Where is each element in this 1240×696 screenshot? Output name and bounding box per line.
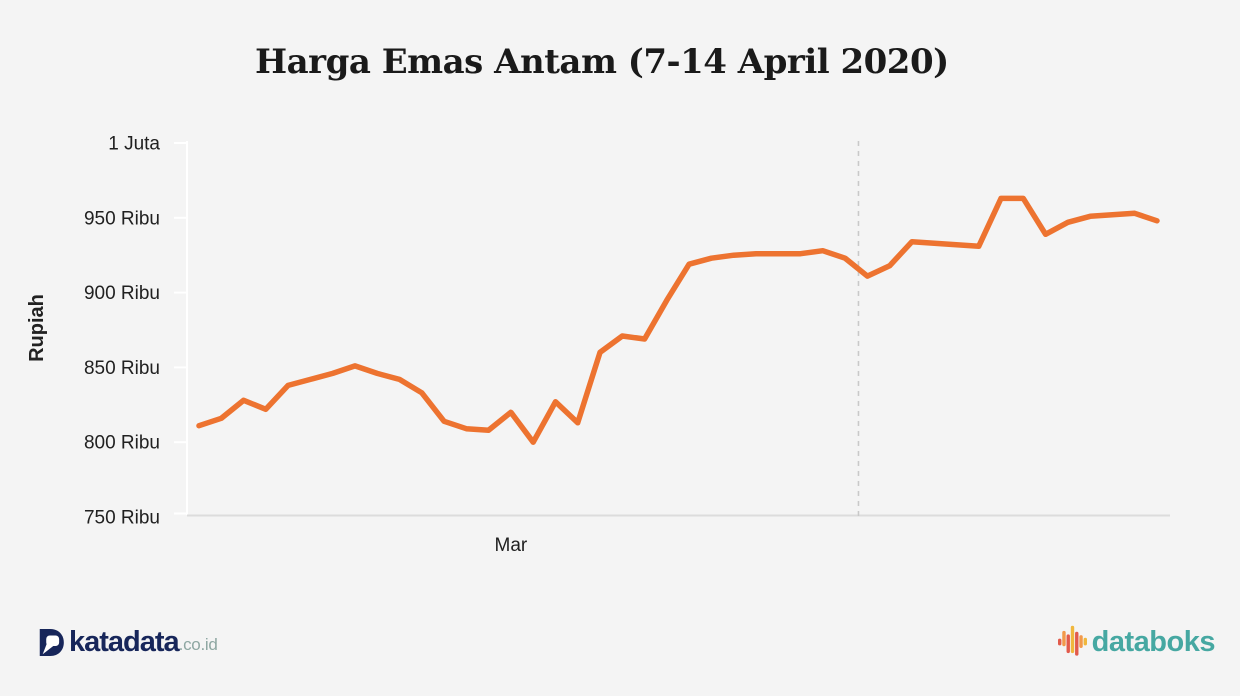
x-tick-label-mar: Mar [495, 535, 528, 556]
katadata-domain-suffix: .co.id [178, 635, 218, 654]
y-axis-label: Rupiah [26, 294, 48, 362]
katadata-wordmark: katadata [69, 626, 180, 658]
katadata-d-icon [39, 628, 64, 656]
katadata-logo: katadata .co.id [38, 626, 218, 658]
y-tick-label: 800 Ribu [84, 433, 160, 454]
databoks-bars-icon [1057, 625, 1087, 656]
databoks-logo: databoks [1057, 622, 1216, 662]
y-tick-label: 950 Ribu [84, 208, 160, 229]
databoks-wordmark: databoks [1091, 626, 1216, 658]
gold-price-line [196, 195, 1160, 445]
y-tick-label: 1 Juta [108, 134, 160, 155]
y-axis-ticks: 1 Juta 950 Ribu 900 Ribu 850 Ribu 800 Ribu 75… [84, 134, 187, 529]
y-tick-label: 750 Ribu [84, 508, 160, 529]
y-tick-label: 900 Ribu [84, 283, 160, 304]
y-tick-label: 850 Ribu [84, 358, 160, 379]
chart-title: Harga Emas Antam (7-14 April 2020) [255, 42, 949, 82]
